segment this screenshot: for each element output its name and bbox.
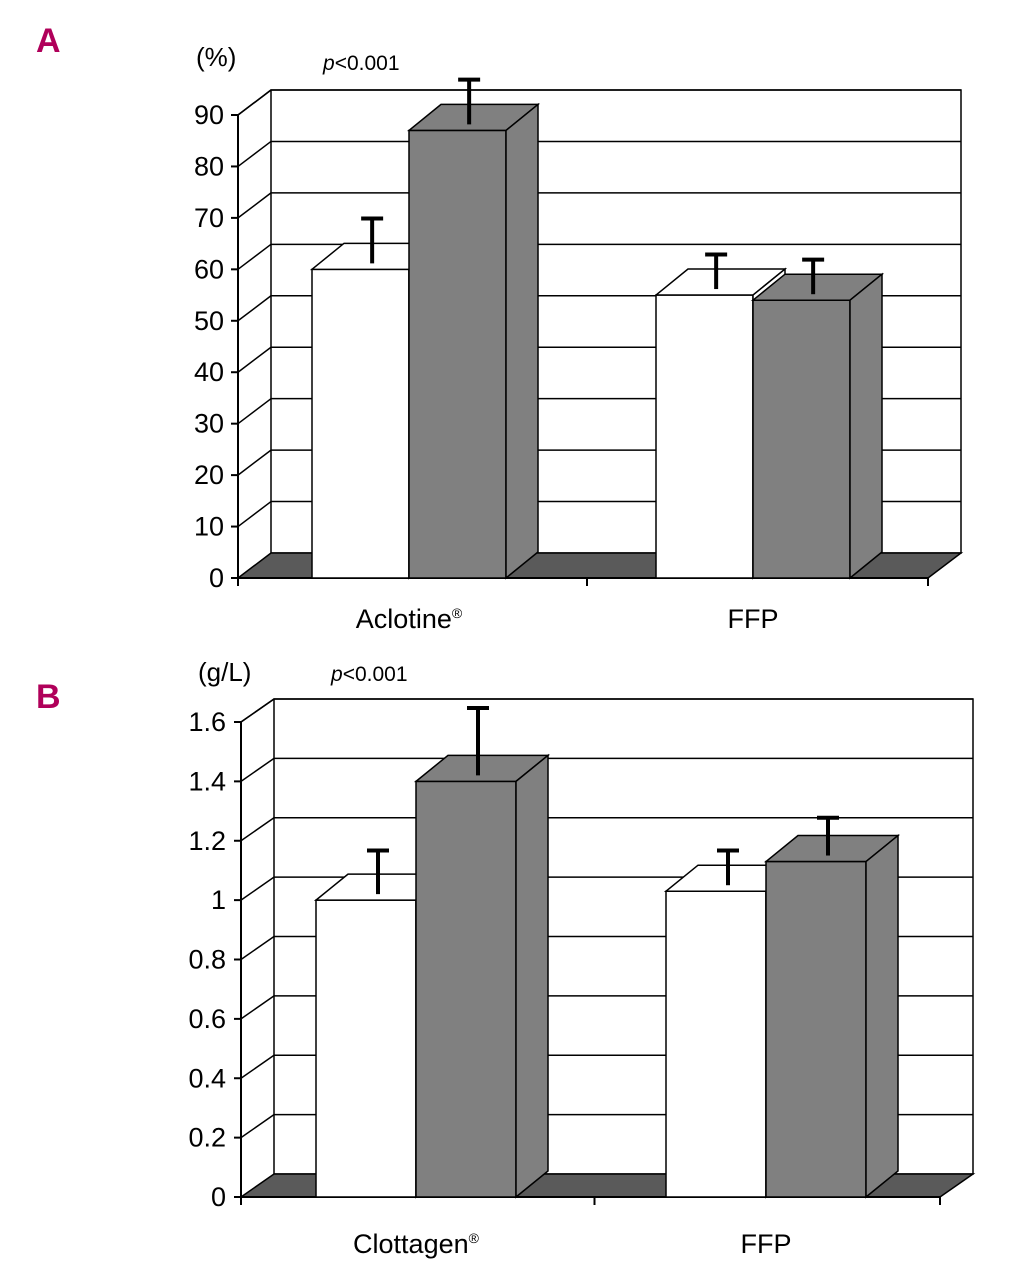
side-gridline [237,140,272,168]
y-tick-label: 0.2 [188,1123,226,1153]
y-tick-label: 1.2 [188,826,226,856]
panel-a-letter: A [36,22,61,60]
side-gridline [237,398,272,425]
bar-clottagen-after [415,780,517,1198]
y-tick-label: 50 [194,306,224,336]
category-label: Clottagen® [353,1229,480,1259]
side-gridline [240,1054,275,1079]
y-tick-label: 20 [194,460,224,490]
panel-b-y-unit: (g/L) [198,657,251,687]
panel-b-plot: 0 0.2 0.4 0.6 0.8 1 1.2 1.4 1.6 Clottagen® FFP [188,698,976,1259]
y-tick-label: 90 [194,100,224,130]
bar-ffp-before [665,890,767,1198]
bar-aclotine-before [311,268,410,579]
category-name: Clottagen [353,1229,469,1259]
side-gridline [240,876,275,901]
side-gridline [240,935,275,961]
bar-ffp-before [655,294,754,579]
y-tick-label: 60 [194,254,224,284]
panel-b-pvalue-rest: <0.001 [343,663,408,686]
side-gridline [240,995,275,1020]
panel-b-pvalue: p<0.001 [330,663,408,686]
side-gridline [237,192,272,219]
side-gridline [237,346,272,373]
bar-ffp-after [752,299,851,579]
side-gridline [237,500,272,528]
registered-mark: ® [452,605,463,621]
y-tick-label: 40 [194,357,224,387]
side-gridline [240,817,275,842]
category-name: FFP [728,604,779,634]
bar-aclotine-after [408,129,507,579]
y-tick-label: 80 [194,151,224,181]
bar-side [865,833,899,1199]
y-tick-label: 1.6 [188,707,226,737]
panel-b-pvalue-p: p [330,663,343,686]
category-name: Aclotine [356,604,452,634]
y-tick-label: 0.4 [188,1063,226,1093]
panel-a-pvalue-rest: <0.001 [335,52,400,75]
y-tick-label: 0.8 [188,945,226,975]
panel-b-chart: B (g/L) p<0.001 0 0.2 0.4 0.6 0.8 1 1.2 1.4 1.6 C… [36,657,976,1259]
bar-side [515,753,549,1199]
side-wall-top [237,89,272,116]
panel-a-plot: 0 10 20 30 40 50 60 70 80 90 Aclotine® FFP [194,77,964,634]
category-label: Aclotine® [356,604,463,634]
y-tick-label: 10 [194,512,224,542]
panel-a-y-unit: (%) [196,42,236,72]
side-gridline [240,1114,275,1139]
side-wall-top [240,698,275,723]
side-gridline [237,295,272,322]
side-gridline [240,757,275,782]
category-label: FFP [728,604,779,634]
bar-side [505,102,539,580]
panel-b-letter: B [36,678,61,716]
y-tick-label: 1 [211,885,226,915]
bar-clottagen-before [315,899,417,1198]
y-tick-label: 0.6 [188,1004,226,1034]
y-tick-label: 1.4 [188,766,226,796]
y-tick-label: 30 [194,409,224,439]
bar-side [849,272,883,580]
registered-mark: ® [469,1230,480,1246]
category-name: FFP [741,1229,792,1259]
y-tick-label: 70 [194,203,224,233]
panel-a-pvalue-p: p [322,52,335,75]
side-gridline [237,243,272,270]
bar-ffp-after [765,860,867,1198]
y-tick-label: 0 [211,1182,226,1212]
panel-a-pvalue: p<0.001 [322,52,400,75]
side-gridline [237,449,272,476]
category-label: FFP [741,1229,792,1259]
panel-a-chart: A (%) p<0.001 0 10 20 30 40 50 60 70 80 90 Aclotin… [36,22,964,634]
y-tick-label: 0 [209,563,224,593]
